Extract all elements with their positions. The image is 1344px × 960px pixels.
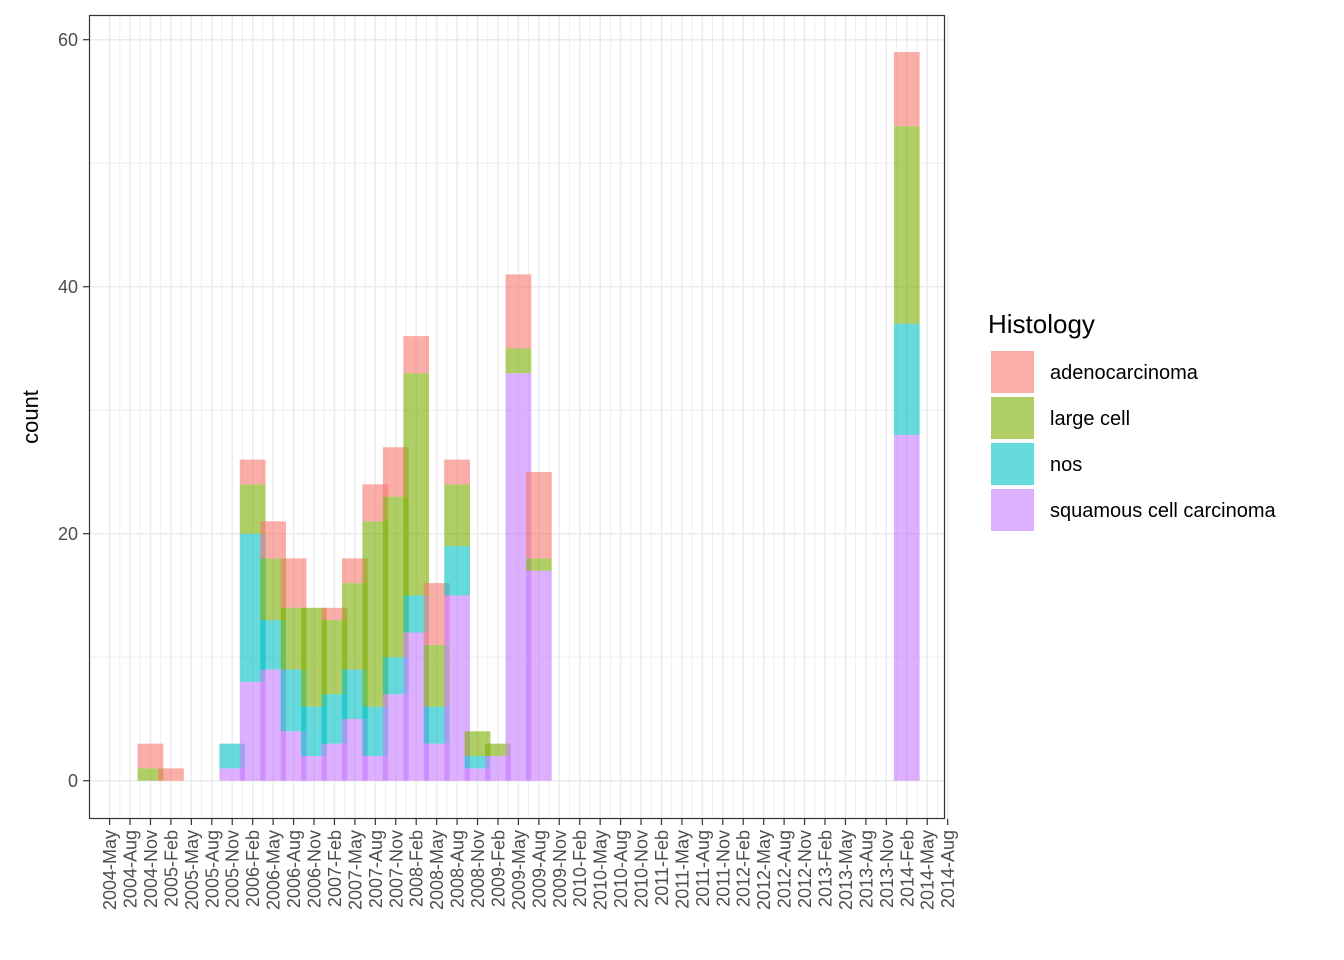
bar-segment-adenocarcinoma	[403, 336, 430, 374]
bar-segment-adenocarcinoma	[525, 471, 552, 559]
x-tick-label: 2008-Aug	[448, 830, 468, 908]
bar-segment-adenocarcinoma	[137, 743, 164, 769]
plot-border	[88, 14, 946, 820]
y-tick-label: 60	[58, 30, 78, 50]
x-tick-label: 2006-Aug	[284, 830, 304, 908]
x-tick-label: 2013-Aug	[856, 830, 876, 908]
legend-key-adenocarcinoma	[991, 351, 1034, 393]
y-axis: 0 20 40 60	[58, 30, 89, 791]
x-tick-label: 2010-May	[591, 830, 611, 910]
legend-title: Histology	[988, 309, 1095, 339]
x-tick-label: 2013-May	[836, 830, 856, 910]
bar-segment-adenocarcinoma	[321, 607, 348, 621]
x-tick-label: 2005-Nov	[223, 830, 243, 908]
x-tick-label: 2004-May	[100, 830, 120, 910]
bar-segment-adenocarcinoma	[260, 521, 287, 559]
bar-segment-adenocarcinoma	[158, 768, 184, 781]
x-tick-label: 2014-Feb	[897, 830, 917, 907]
bar-segment-large-cell	[525, 558, 552, 571]
legend-label: adenocarcinoma	[1050, 362, 1199, 384]
x-tick-label: 2014-Aug	[938, 830, 958, 908]
x-tick-label: 2004-Nov	[141, 830, 161, 908]
legend-label: squamous cell carcinoma	[1050, 500, 1277, 522]
x-tick-label: 2011-Feb	[652, 830, 672, 906]
x-tick-label: 2008-Nov	[468, 830, 488, 908]
x-tick-label: 2006-Feb	[243, 830, 263, 907]
legend: Histology adenocarcinoma large cell nos squ…	[988, 309, 1277, 531]
x-tick-label: 2012-May	[754, 830, 774, 910]
bar-segment-adenocarcinoma	[505, 274, 532, 349]
bars-layer	[137, 52, 920, 781]
x-tick-label: 2011-Aug	[693, 830, 713, 907]
bar-segment-large-cell	[444, 484, 470, 547]
bar-segment-squamous-cell-carcinoma	[219, 768, 246, 781]
bar-segment-squamous-cell-carcinoma	[525, 570, 552, 781]
x-tick-label: 2007-May	[345, 830, 365, 910]
legend-key-squamous-cell-carcinoma	[991, 489, 1034, 531]
legend-key-large-cell	[991, 397, 1034, 439]
bar-segment-large-cell	[505, 348, 532, 374]
bar-segment-large-cell	[485, 743, 511, 757]
x-tick-label: 2008-Feb	[407, 830, 427, 907]
x-tick-label: 2012-Aug	[775, 830, 795, 908]
x-tick-label: 2006-May	[264, 830, 284, 910]
x-tick-label: 2013-Nov	[877, 830, 897, 908]
x-tick-label: 2010-Nov	[632, 830, 652, 908]
x-tick-label: 2014-May	[918, 830, 938, 910]
x-tick-label: 2005-Aug	[202, 830, 222, 908]
x-tick-label: 2007-Feb	[325, 830, 345, 907]
y-tick-label: 0	[68, 771, 78, 791]
bar-segment-squamous-cell-carcinoma	[893, 434, 920, 781]
grid-major	[89, 15, 949, 819]
bar-segment-nos	[444, 546, 470, 596]
legend-key-nos	[991, 443, 1034, 485]
bar-segment-nos	[464, 756, 491, 769]
x-tick-label: 2009-Aug	[529, 830, 549, 908]
y-axis-title: count	[18, 390, 43, 444]
x-tick-label: 2009-Nov	[550, 830, 570, 908]
bar-segment-large-cell	[893, 126, 920, 324]
x-tick-label: 2007-Nov	[386, 830, 406, 908]
y-tick-label: 20	[58, 524, 78, 544]
y-tick-label: 40	[58, 277, 78, 297]
bar-segment-nos	[893, 323, 920, 435]
bar-segment-adenocarcinoma	[444, 459, 470, 485]
x-tick-label: 2011-May	[672, 830, 692, 909]
x-axis: 2004-May 2004-Aug 2004-Nov 2005-Feb 2005-May…	[100, 819, 958, 910]
x-tick-label: 2013-Feb	[816, 830, 836, 907]
legend-label: large cell	[1050, 408, 1130, 430]
x-tick-label: 2010-Aug	[611, 830, 631, 908]
bar-segment-large-cell	[403, 373, 430, 596]
x-tick-label: 2004-Aug	[121, 830, 141, 908]
x-tick-label: 2011-Nov	[713, 830, 733, 907]
bar-segment-adenocarcinoma	[239, 459, 266, 485]
x-tick-label: 2009-May	[509, 830, 529, 910]
bar-segment-squamous-cell-carcinoma	[464, 768, 491, 781]
x-tick-label: 2012-Feb	[734, 830, 754, 907]
x-tick-label: 2010-Feb	[570, 830, 590, 907]
x-tick-label: 2006-Nov	[305, 830, 325, 908]
x-tick-label: 2005-Feb	[161, 830, 181, 907]
bar-segment-large-cell	[137, 768, 164, 781]
x-tick-label: 2009-Feb	[488, 830, 508, 907]
x-tick-label: 2007-Aug	[366, 830, 386, 908]
legend-label: nos	[1050, 454, 1082, 476]
bar-segment-adenocarcinoma	[280, 558, 307, 608]
x-tick-label: 2005-May	[182, 830, 202, 910]
bar-segment-adenocarcinoma	[893, 52, 920, 127]
x-tick-label: 2012-Nov	[795, 830, 815, 908]
x-tick-label: 2008-May	[427, 830, 447, 910]
